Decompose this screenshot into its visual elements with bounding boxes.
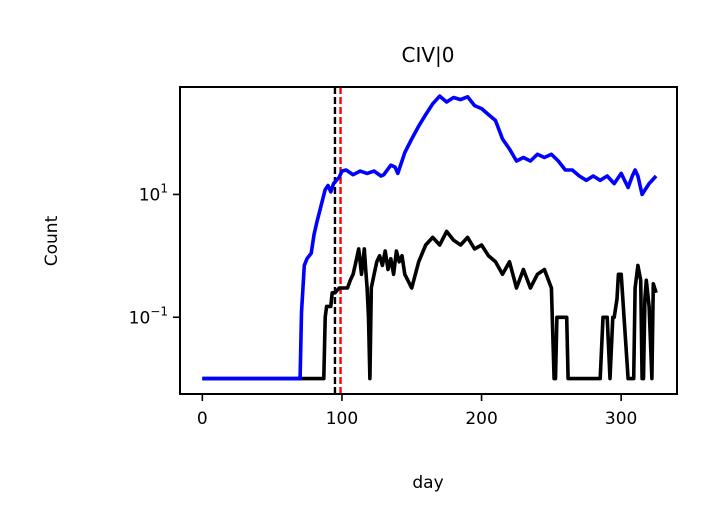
x-tick-label: 300 xyxy=(605,409,637,429)
chart-title: CIV|0 xyxy=(401,43,454,67)
x-tick-label: 0 xyxy=(197,409,208,429)
series-line-1 xyxy=(202,94,658,381)
series-line-2 xyxy=(202,229,658,381)
y-tick-label: 101 xyxy=(139,181,168,205)
x-axis: 0 100 200 300 xyxy=(197,394,637,429)
axes-frame xyxy=(179,86,678,395)
x-tick-label: 200 xyxy=(465,409,497,429)
x-axis-label: day xyxy=(412,473,443,493)
y-axis-label: Count xyxy=(42,215,62,266)
y-tick-label: 10−1 xyxy=(129,304,168,328)
y-axis: 101 10−1 xyxy=(129,181,180,328)
x-tick-label: 100 xyxy=(326,409,358,429)
plot-area xyxy=(202,87,658,394)
